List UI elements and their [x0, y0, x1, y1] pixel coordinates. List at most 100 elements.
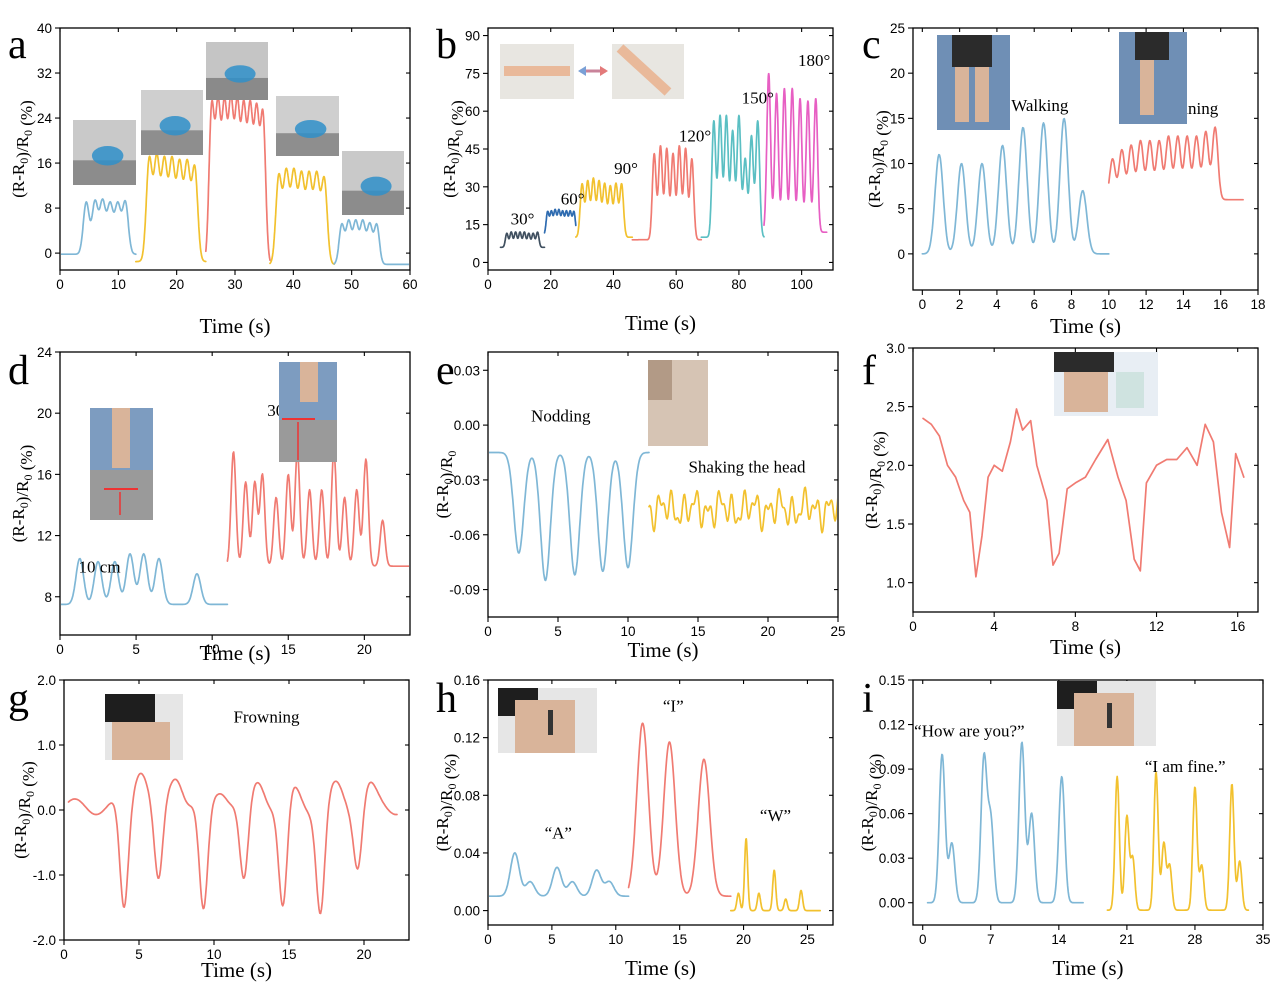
annotation-label: 60°	[561, 189, 585, 208]
annotation-label: Walking	[1011, 96, 1069, 115]
y-axis-label: (R-R0)/R0 (%)	[865, 110, 892, 207]
x-axis-label: Time (s)	[625, 956, 696, 980]
y-tick-label: 25	[890, 21, 905, 36]
y-tick-label: 10	[890, 157, 905, 172]
x-tick-label: 6	[1030, 297, 1038, 312]
panel-a: 0 10 20 30 40 50 60 0 8 16 24 32 40 Time (s) (R-R0)/R0…	[8, 21, 418, 338]
x-axis-label: Time (s)	[628, 638, 699, 662]
y-tick-label: 0.15	[879, 673, 905, 688]
plot-area	[499, 72, 828, 249]
series-line-2	[1107, 126, 1244, 201]
plot-area	[489, 722, 822, 912]
series-line	[922, 408, 1245, 578]
x-tick-label: 15	[690, 624, 705, 639]
inset-photo	[648, 360, 708, 446]
x-tick-label: 20	[357, 642, 372, 657]
annotation-label: “W”	[760, 806, 791, 825]
panel-letter: e	[436, 348, 455, 394]
x-tick-label: 40	[606, 277, 621, 292]
panel-b: 0 20 40 60 80 100 0 15 30 45 60 75 90 Time (s) (R-R0)/…	[436, 22, 834, 335]
series-line-1	[61, 198, 137, 256]
y-tick-label: 30	[465, 180, 480, 195]
series-line-6	[763, 72, 828, 234]
inset-photo	[1057, 681, 1156, 746]
y-tick-label: 8	[44, 201, 52, 216]
y-axis-label: (R-R0)/R0 (%)	[858, 754, 885, 851]
x-tick-label: 80	[731, 277, 746, 292]
x-tick-label: 15	[281, 642, 296, 657]
series-line-4	[269, 167, 336, 265]
y-tick-label: 0.06	[879, 807, 905, 822]
x-tick-label: 60	[402, 277, 417, 292]
y-tick-label: 1.0	[37, 738, 56, 753]
annotation-label: Frowning	[233, 707, 300, 726]
x-tick-label: 14	[1176, 297, 1192, 312]
x-tick-label: 18	[1250, 297, 1265, 312]
panel-letter: d	[8, 348, 29, 394]
x-tick-label: 12	[1139, 297, 1154, 312]
panel-e: 0 5 10 15 20 25 -0.09 -0.06 -0.03 0.00 0.03 Time (s…	[433, 348, 846, 662]
plot-area	[61, 93, 409, 266]
annotation-label: “I am fine.”	[1145, 757, 1226, 776]
y-tick-label: 2.0	[886, 458, 905, 473]
x-axis-label: Time (s)	[625, 311, 696, 335]
series-line-1	[489, 852, 630, 898]
y-tick-label: 0.12	[879, 718, 905, 733]
x-tick-label: 10	[205, 642, 220, 657]
x-tick-label: 0	[56, 277, 64, 292]
x-tick-label: 28	[1187, 932, 1202, 947]
series-line-5	[333, 218, 409, 266]
panel-f: 0 4 8 12 16 1.0 1.5 2.0 2.5 3.0 Time (s) (R-R0)/R0 …	[862, 341, 1259, 659]
annotation-label: “I”	[663, 697, 684, 716]
y-tick-label: 0.08	[454, 788, 480, 803]
x-tick-label: 5	[548, 932, 556, 947]
x-tick-label: 5	[554, 624, 562, 639]
x-axis-label: Time (s)	[1050, 314, 1121, 338]
y-tick-label: 0.03	[879, 851, 905, 866]
panel-letter: h	[436, 676, 457, 722]
plot-frame	[912, 347, 1259, 613]
plot-frame	[487, 351, 839, 618]
inset-photo	[937, 35, 1010, 130]
x-tick-label: 10	[111, 277, 126, 292]
y-tick-label: -0.03	[449, 473, 480, 488]
y-axis-label: (R-R0)/R0 (%)	[9, 445, 36, 542]
plot-area	[67, 772, 398, 915]
y-tick-label: 0.04	[454, 846, 481, 861]
panel-i: 0 7 14 21 28 35 0.00 0.03 0.06 0.09 0.12 0.15 Time (…	[858, 673, 1271, 980]
y-tick-label: 2.5	[886, 400, 905, 415]
inset-photo	[90, 408, 153, 520]
x-tick-label: 0	[919, 932, 927, 947]
y-tick-label: 2.0	[37, 673, 56, 688]
y-axis-label: (R-R0)/R0 (%)	[9, 100, 36, 197]
x-axis-label: Time (s)	[200, 314, 271, 338]
y-tick-label: 5	[897, 202, 905, 217]
y-tick-label: 0.03	[454, 363, 480, 378]
panel-h: 0 5 10 15 20 25 0.00 0.04 0.08 0.12 0.16 Time (s) (R…	[433, 673, 834, 980]
x-tick-label: 0	[919, 297, 927, 312]
x-tick-label: 25	[830, 624, 845, 639]
y-tick-label: 0	[897, 247, 905, 262]
series-line-1	[499, 231, 546, 249]
inset-photo	[73, 120, 136, 185]
plot-frame	[912, 27, 1259, 291]
y-axis-label: (R-R0)/R0 (%)	[440, 100, 467, 197]
x-tick-label: 0	[484, 624, 492, 639]
panel-g: 0 5 10 15 20 -2.0 -1.0 0.0 1.0 2.0 Time (s) (R-R0)/…	[8, 673, 410, 982]
x-tick-label: 100	[790, 277, 813, 292]
panel-letter: c	[862, 22, 881, 68]
annotation-label: 30°	[511, 210, 535, 229]
y-tick-label: -1.0	[33, 868, 56, 883]
plot-area	[922, 408, 1245, 578]
x-tick-label: 15	[672, 932, 687, 947]
series-line-1	[61, 552, 229, 606]
annotation-label: 90°	[614, 159, 638, 178]
x-tick-label: 30	[227, 277, 242, 292]
y-tick-label: 15	[465, 218, 480, 233]
y-tick-label: 12	[37, 529, 52, 544]
x-tick-label: 0	[60, 947, 68, 962]
y-tick-label: -0.06	[449, 528, 480, 543]
x-tick-label: 10	[1101, 297, 1116, 312]
y-tick-label: 0.09	[879, 762, 905, 777]
plot-area	[61, 451, 409, 606]
